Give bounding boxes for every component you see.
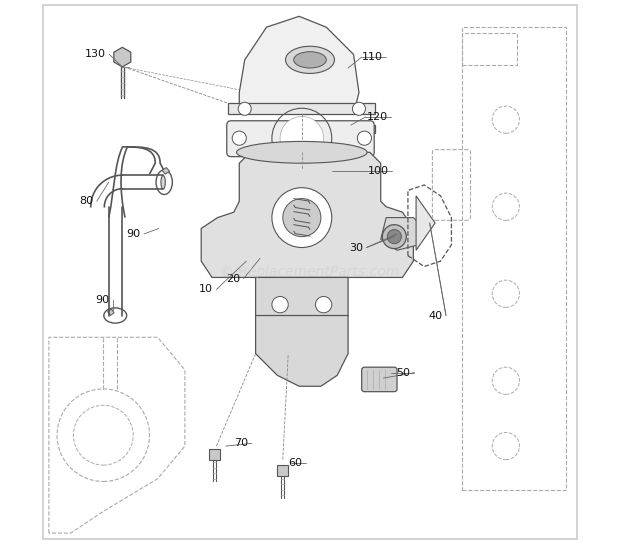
Text: 110: 110	[361, 52, 383, 62]
Polygon shape	[108, 309, 114, 316]
Polygon shape	[162, 168, 170, 174]
Circle shape	[272, 296, 288, 313]
Text: 10: 10	[198, 285, 213, 294]
Text: 80: 80	[79, 196, 93, 206]
Circle shape	[232, 131, 246, 145]
Text: 90: 90	[126, 229, 140, 239]
Circle shape	[316, 296, 332, 313]
Text: 90: 90	[95, 295, 109, 305]
Text: 70: 70	[234, 438, 248, 448]
Circle shape	[357, 131, 371, 145]
Polygon shape	[277, 465, 288, 476]
Text: 20: 20	[226, 274, 240, 283]
Circle shape	[352, 102, 365, 115]
Ellipse shape	[294, 52, 326, 68]
Polygon shape	[239, 16, 359, 114]
FancyBboxPatch shape	[227, 121, 374, 157]
Circle shape	[283, 199, 321, 237]
Ellipse shape	[283, 163, 321, 185]
Text: © ReplacementParts.com: © ReplacementParts.com	[220, 265, 400, 279]
Text: 30: 30	[348, 243, 363, 252]
Polygon shape	[210, 449, 220, 460]
Polygon shape	[381, 218, 424, 250]
FancyBboxPatch shape	[361, 367, 397, 392]
Text: 50: 50	[397, 368, 410, 378]
Ellipse shape	[275, 158, 329, 190]
Ellipse shape	[161, 175, 166, 189]
Polygon shape	[255, 277, 348, 354]
Text: 130: 130	[85, 50, 106, 59]
Text: 100: 100	[368, 166, 389, 176]
Circle shape	[383, 225, 406, 249]
Polygon shape	[114, 47, 131, 67]
Circle shape	[238, 102, 251, 115]
Circle shape	[388, 230, 401, 244]
Circle shape	[272, 188, 332, 248]
Polygon shape	[228, 103, 375, 114]
Polygon shape	[416, 196, 435, 250]
Ellipse shape	[237, 141, 367, 163]
Text: 120: 120	[366, 112, 388, 122]
Polygon shape	[228, 125, 375, 133]
Text: 40: 40	[428, 311, 442, 320]
Polygon shape	[202, 152, 414, 277]
Ellipse shape	[286, 46, 334, 73]
Text: 60: 60	[288, 459, 302, 468]
Circle shape	[280, 116, 324, 160]
Polygon shape	[255, 316, 348, 386]
